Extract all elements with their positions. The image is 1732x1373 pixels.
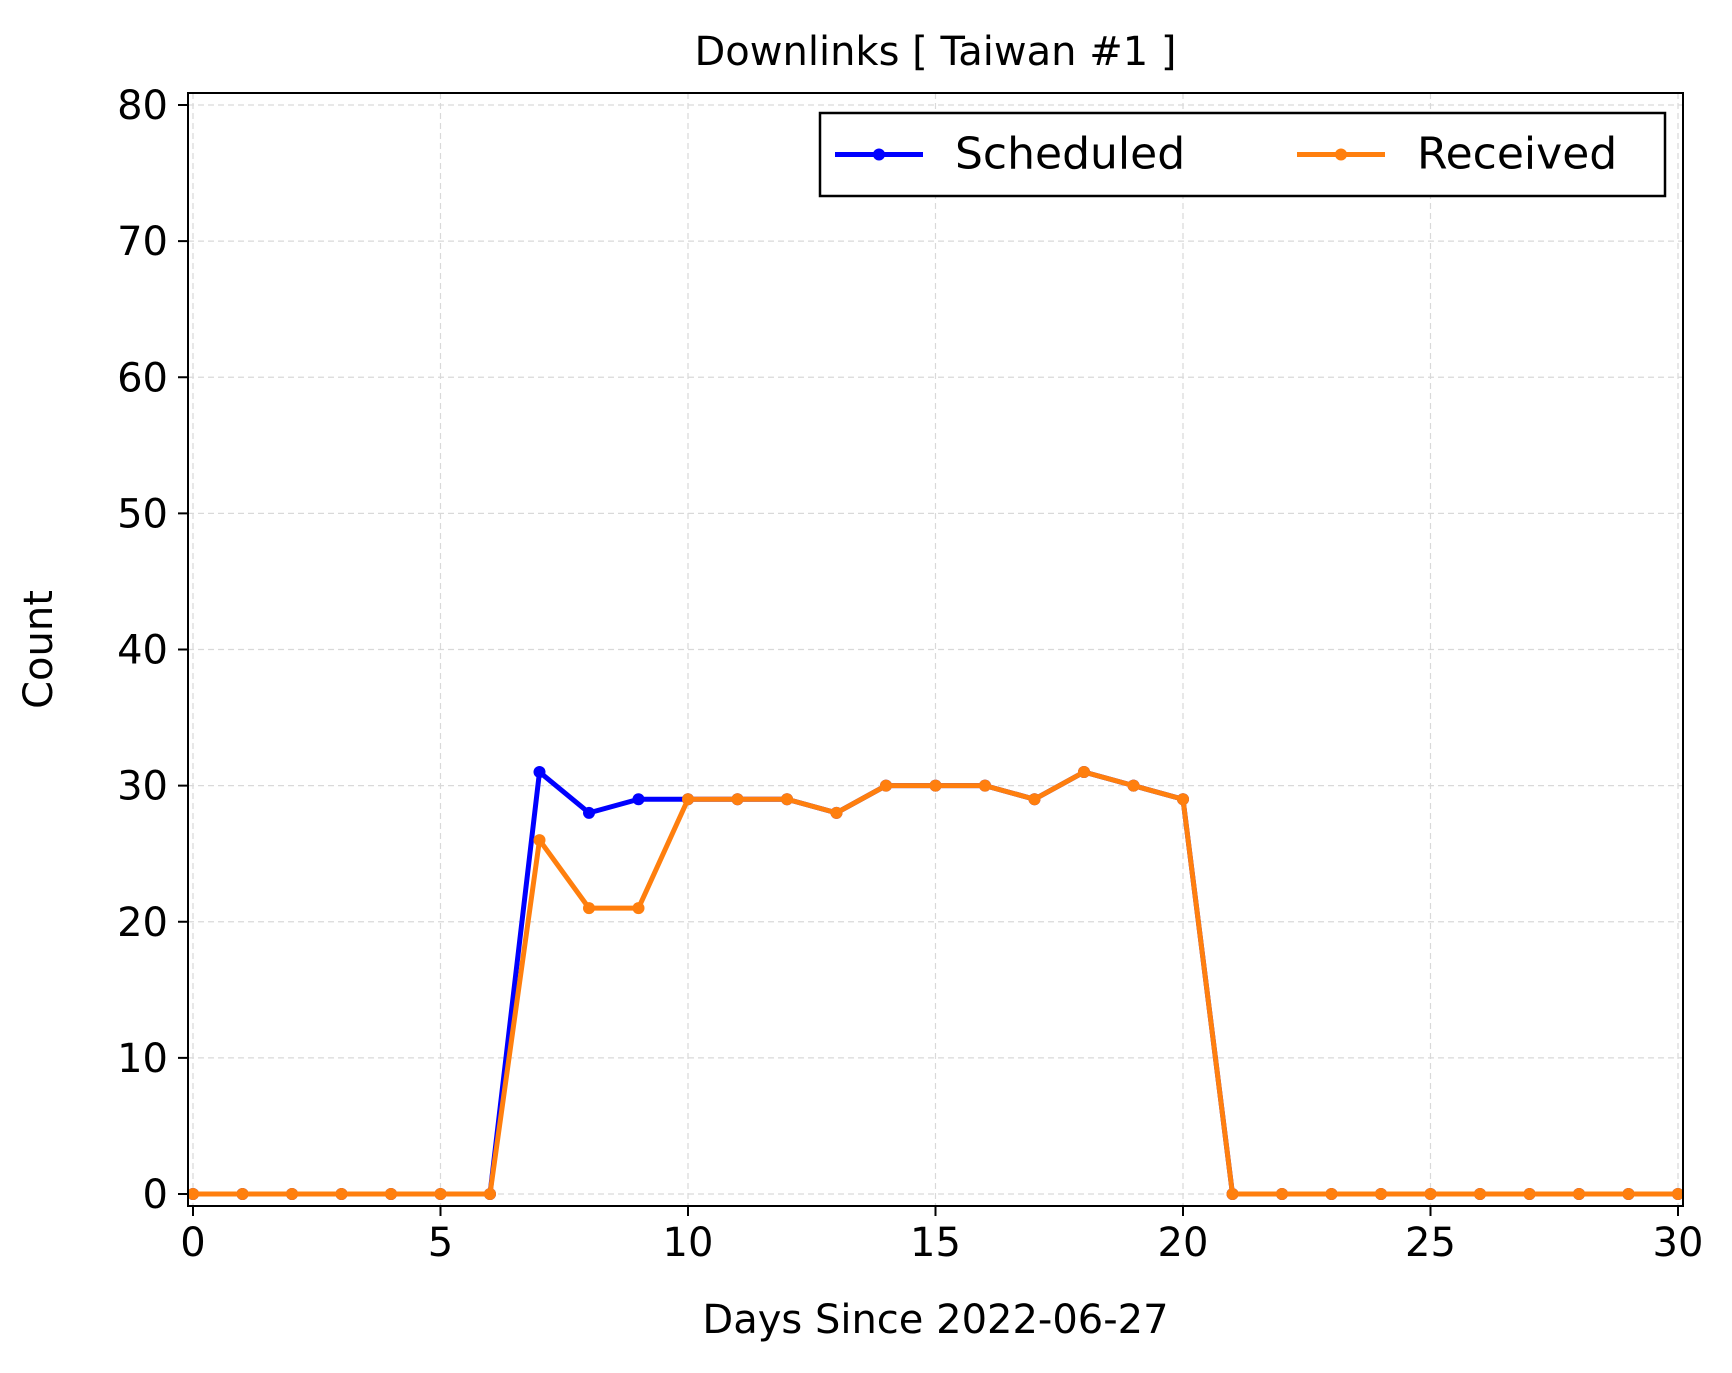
data-point-received xyxy=(187,1188,199,1200)
data-point-received xyxy=(830,806,843,819)
data-point-scheduled xyxy=(533,766,546,779)
legend-swatch-marker xyxy=(1335,148,1347,161)
data-point-scheduled xyxy=(632,793,645,806)
data-point-received xyxy=(1226,1188,1239,1200)
data-point-received xyxy=(731,793,744,806)
data-point-received xyxy=(1424,1188,1437,1200)
data-point-received xyxy=(1573,1188,1585,1200)
legend-label: Scheduled xyxy=(955,129,1185,180)
x-tick-label: 15 xyxy=(910,1220,961,1266)
series-received xyxy=(187,766,1684,1200)
y-tick-label: 0 xyxy=(143,1172,168,1218)
data-point-received xyxy=(979,779,991,792)
y-tick-label: 30 xyxy=(117,764,168,810)
ticks: 0 5 10 15 20 25 30 0 10 20 30 40 50 60 70 80 xyxy=(117,83,1703,1266)
x-tick-label: 30 xyxy=(1653,1220,1704,1266)
data-point-scheduled xyxy=(583,806,595,819)
y-tick-label: 60 xyxy=(117,355,168,401)
data-point-received xyxy=(1127,779,1140,792)
data-point-received xyxy=(1325,1188,1338,1200)
data-point-received xyxy=(583,902,595,915)
data-point-received xyxy=(1622,1188,1635,1200)
data-point-received xyxy=(682,793,694,806)
y-tick-label: 50 xyxy=(117,491,168,537)
data-point-received xyxy=(1028,793,1041,806)
x-tick-label: 0 xyxy=(180,1220,205,1266)
legend-entry-scheduled: Scheduled xyxy=(835,129,1185,180)
data-point-received xyxy=(533,834,546,847)
series-layer xyxy=(187,766,1684,1200)
data-point-received xyxy=(434,1188,447,1200)
x-tick-label: 5 xyxy=(428,1220,453,1266)
legend-entry-received: Received xyxy=(1297,129,1617,180)
data-point-received xyxy=(781,793,793,806)
legend-label: Received xyxy=(1417,129,1617,180)
data-point-received xyxy=(1375,1188,1387,1200)
data-point-received xyxy=(1672,1188,1684,1200)
data-point-received xyxy=(1276,1188,1288,1200)
legend-swatch-marker xyxy=(873,148,885,161)
y-tick-label: 20 xyxy=(117,900,168,946)
y-tick-label: 10 xyxy=(117,1036,168,1082)
x-tick-label: 10 xyxy=(663,1220,714,1266)
x-tick-label: 20 xyxy=(1158,1220,1209,1266)
data-point-received xyxy=(335,1188,348,1200)
y-tick-label: 40 xyxy=(117,628,168,674)
data-point-received xyxy=(484,1188,496,1200)
data-point-received xyxy=(286,1188,298,1200)
data-point-received xyxy=(1523,1188,1536,1200)
y-axis-title: Count xyxy=(16,590,62,709)
data-point-received xyxy=(1078,766,1090,779)
y-tick-label: 70 xyxy=(117,219,168,265)
legend-box xyxy=(818,111,1667,198)
y-tick-label: 80 xyxy=(117,83,168,129)
data-point-received xyxy=(236,1188,249,1200)
data-point-received xyxy=(929,779,942,792)
x-axis-title: Days Since 2022-06-27 xyxy=(702,1297,1168,1343)
data-point-received xyxy=(880,779,892,792)
data-point-received xyxy=(1177,793,1189,806)
legend: Scheduled Received xyxy=(818,111,1667,198)
data-point-received xyxy=(385,1188,397,1200)
chart-title: Downlinks [ Taiwan #1 ] xyxy=(695,29,1177,75)
x-tick-label: 25 xyxy=(1405,1220,1456,1266)
data-point-received xyxy=(1474,1188,1486,1200)
data-point-received xyxy=(632,902,645,915)
